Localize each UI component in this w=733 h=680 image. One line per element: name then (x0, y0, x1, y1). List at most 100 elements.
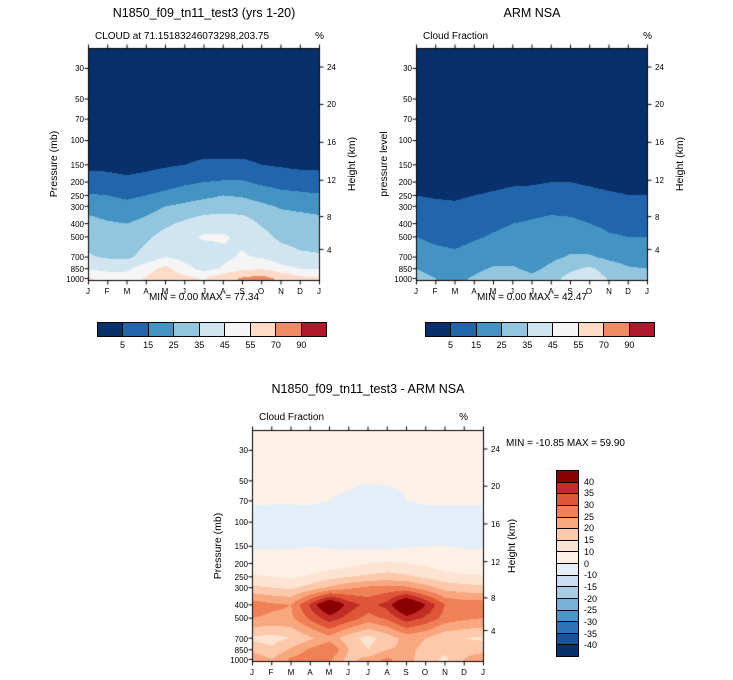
colorbar-tick-label: 40 (584, 477, 595, 487)
month-tick-label: J (202, 287, 206, 296)
month-tick-label: J (346, 668, 350, 677)
month-tick-label: F (268, 668, 274, 677)
colorbar-box (557, 528, 578, 540)
colorbar-tick-label: 55 (573, 340, 584, 350)
height-tick-label: 20 (327, 100, 336, 109)
colorbar-box (552, 323, 578, 336)
colorbar-obs (425, 322, 655, 337)
month-tick-label: S (403, 668, 409, 677)
colorbar-box (557, 609, 578, 622)
month-tick-label: A (143, 287, 149, 296)
month-tick-label: F (104, 287, 110, 296)
colorbar-tick-label: -20 (584, 594, 598, 604)
minmax-label: MIN = 0.00 MAX = 42.47 (476, 292, 588, 303)
pressure-tick-label: 100 (234, 518, 248, 527)
panel-title: ARM NSA (503, 6, 561, 20)
colorbar-tick-label: -10 (584, 570, 598, 580)
month-tick-label: A (220, 287, 226, 296)
colorbar-tick-label: 70 (270, 340, 281, 350)
pressure-tick-label: 100 (70, 136, 84, 145)
month-tick-label: A (307, 668, 313, 677)
colorbar-tick-label: -40 (584, 640, 598, 650)
month-tick-label: O (257, 287, 265, 296)
colorbar-tick-label: 5 (120, 340, 126, 350)
pressure-tick-label: 30 (239, 446, 248, 455)
pressure-tick-label: 250 (70, 192, 84, 201)
contour-plot-diff (244, 422, 492, 670)
colorbar-box (501, 323, 527, 336)
panel-title: N1850_f09_tn11_test3 - ARM NSA (271, 382, 465, 396)
colorbar-tick-label: -35 (584, 629, 598, 639)
height-tick-label: 24 (491, 445, 500, 454)
height-tick-label: 16 (491, 520, 500, 529)
colorbar-tick-label: 35 (584, 488, 595, 498)
pressure-tick-label: 700 (398, 253, 412, 262)
month-tick-label: N (442, 668, 448, 677)
month-tick-label: N (606, 287, 612, 296)
colorbar-tick-label: 35 (194, 340, 205, 350)
pressure-tick-label: 70 (239, 497, 248, 506)
colorbar-box (198, 323, 225, 336)
colorbar-tick-label: 15 (471, 340, 482, 350)
pressure-tick-label: 50 (239, 477, 248, 486)
month-tick-label: S (239, 287, 245, 296)
colorbar-box (475, 323, 502, 336)
colorbar-tick-label: 10 (584, 547, 595, 557)
pressure-tick-label: 70 (403, 115, 412, 124)
colorbar-box (557, 563, 578, 575)
units-label: % (315, 31, 324, 42)
pressure-tick-label: 150 (234, 542, 248, 551)
month-tick-label: J (317, 287, 321, 296)
colorbar-box (526, 323, 553, 336)
colorbar-box (450, 323, 476, 336)
height-tick-label: 20 (491, 482, 500, 491)
month-tick-label: M (489, 287, 497, 296)
pressure-tick-label: 250 (234, 573, 248, 582)
pressure-tick-label: 500 (398, 233, 412, 242)
pressure-tick-label: 300 (70, 203, 84, 212)
pressure-tick-label: 400 (398, 220, 412, 229)
month-tick-label: F (432, 287, 438, 296)
month-tick-label: J (645, 287, 649, 296)
panel-subtitle: Cloud Fraction (423, 31, 489, 42)
height-tick-label: 24 (655, 63, 664, 72)
colorbar-box (224, 323, 250, 336)
units-label: % (459, 412, 468, 423)
colorbar-box (98, 323, 123, 336)
colorbar-box (557, 632, 578, 645)
colorbar-box (557, 621, 578, 633)
height-tick-label: 4 (327, 246, 332, 255)
month-tick-label: J (366, 668, 370, 677)
height-tick-label: 8 (327, 213, 332, 222)
colorbar-box (426, 323, 451, 336)
month-tick-label: J (414, 287, 418, 296)
month-tick-label: D (297, 287, 303, 296)
colorbar-box (557, 516, 578, 529)
pressure-tick-label: 200 (398, 178, 412, 187)
pressure-tick-label: 50 (75, 95, 84, 104)
colorbar-box (147, 323, 174, 336)
month-tick-label: D (625, 287, 631, 296)
height-tick-label: 8 (491, 594, 496, 603)
contour-plot-obs (408, 40, 656, 289)
colorbar-box (557, 539, 578, 552)
pressure-tick-label: 250 (398, 192, 412, 201)
month-tick-label: J (510, 287, 514, 296)
month-tick-label: J (250, 668, 254, 677)
colorbar-diff (556, 470, 579, 657)
colorbar-tick-label: 90 (624, 340, 635, 350)
height-tick-label: 4 (491, 627, 496, 636)
month-tick-label: J (481, 668, 485, 677)
colorbar-box (577, 323, 604, 336)
month-tick-label: M (287, 668, 295, 677)
pressure-tick-label: 150 (70, 161, 84, 170)
month-tick-label: M (451, 287, 459, 296)
colorbar-tick-label: 25 (168, 340, 179, 350)
colorbar-box (557, 504, 578, 517)
month-tick-label: S (567, 287, 573, 296)
colorbar-box (557, 551, 578, 563)
height-tick-label: 12 (327, 176, 336, 185)
colorbar-tick-label: 30 (584, 500, 595, 510)
panel-subtitle: CLOUD at 71.15183246073298,203.75 (95, 31, 270, 42)
